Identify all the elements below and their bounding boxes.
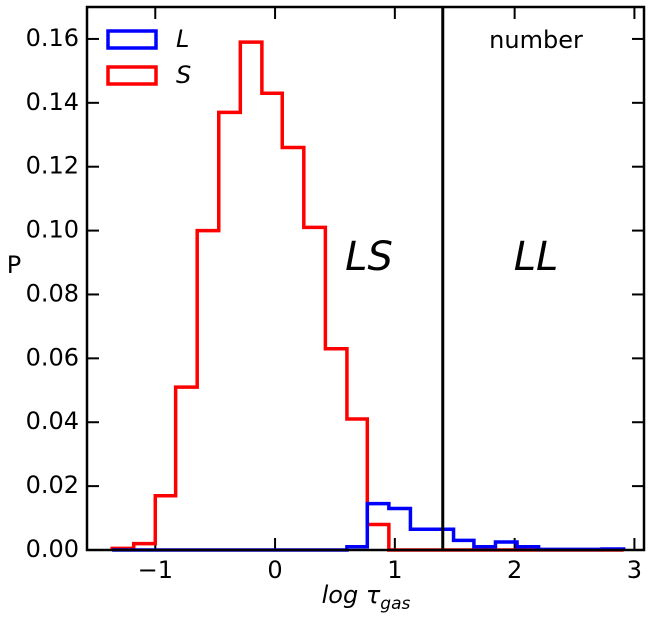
x-tick-label: 3 — [627, 556, 642, 584]
annotation: LL — [514, 234, 559, 280]
legend-label: L — [176, 25, 189, 53]
y-tick-label: 0.04 — [26, 407, 79, 435]
y-tick-label: 0.06 — [26, 343, 79, 371]
y-tick-label: 0.08 — [26, 279, 79, 307]
x-tick-label: 0 — [267, 556, 282, 584]
y-tick-label: 0.00 — [26, 535, 79, 563]
x-label-sub: gas — [380, 594, 410, 614]
y-tick-label: 0.16 — [26, 24, 79, 52]
x-label-main: log τ — [322, 581, 381, 609]
y-tick-label: 0.14 — [26, 88, 79, 116]
legend-label: S — [176, 61, 191, 89]
y-axis-label: P — [7, 251, 21, 279]
y-tick-label: 0.02 — [26, 471, 79, 499]
legend-swatch — [106, 29, 158, 50]
x-axis-label: log τgas — [322, 581, 411, 614]
legend-swatch — [106, 65, 158, 86]
plot-frame — [85, 5, 646, 552]
x-tick-label: 1 — [387, 556, 402, 584]
annotation: LS — [345, 234, 393, 280]
annotation: number — [489, 26, 583, 54]
x-tick-label: 2 — [507, 556, 522, 584]
y-tick-label: 0.12 — [26, 152, 79, 180]
y-tick-label: 0.10 — [26, 216, 79, 244]
histogram-step — [112, 501, 626, 552]
histogram-step — [110, 40, 624, 552]
x-tick-label: −1 — [138, 556, 173, 584]
